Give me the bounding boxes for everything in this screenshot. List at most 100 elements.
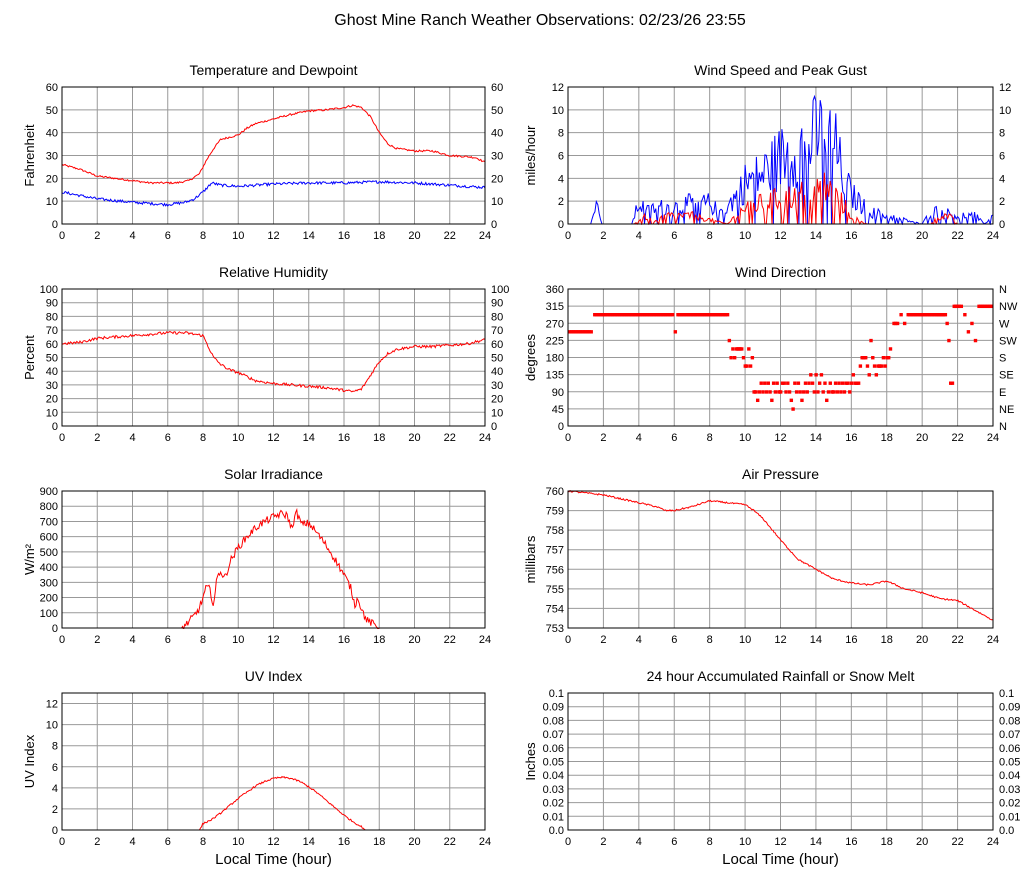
- y-axis-label: degrees: [523, 334, 538, 381]
- right-tick-label: 40: [491, 128, 503, 140]
- right-tick-label: 12: [999, 82, 1011, 94]
- direction-run: [854, 381, 857, 385]
- direction-run: [661, 312, 666, 317]
- y-tick-label: 40: [46, 366, 58, 378]
- direction-run: [723, 312, 728, 317]
- direction-run: [929, 312, 933, 317]
- direction-run: [629, 312, 634, 317]
- direction-point: [745, 364, 749, 368]
- direction-point: [725, 312, 730, 317]
- x-tick-label: 0: [565, 836, 571, 848]
- direction-run: [879, 364, 882, 368]
- y-tick-label: 2: [558, 196, 564, 208]
- chart-title: Wind Direction: [735, 264, 826, 280]
- direction-run: [580, 330, 584, 334]
- chart-title: Relative Humidity: [219, 264, 328, 280]
- direction-run: [943, 312, 946, 317]
- chart-rh: 0 2 4 6 8 10 12 14 16 18 20 22 240102030405060708090…: [22, 264, 509, 444]
- y-tick-label: 30: [46, 380, 58, 392]
- y-tick-label: 135: [546, 370, 564, 382]
- x-tick-label: 4: [636, 432, 642, 444]
- y-tick-label: 10: [552, 105, 564, 117]
- x-tick-label: 12: [774, 836, 786, 848]
- direction-run: [598, 312, 602, 317]
- direction-point: [858, 364, 863, 368]
- right-tick-label: 0.1: [999, 688, 1014, 700]
- y-tick-label: 20: [46, 173, 58, 185]
- x-tick-label: 2: [600, 230, 606, 242]
- direction-point: [821, 390, 825, 394]
- direction-point: [759, 381, 763, 385]
- x-axis-label: Local Time (hour): [215, 851, 332, 868]
- y-tick-label: 40: [46, 128, 58, 140]
- direction-run: [651, 312, 655, 317]
- x-tick-label: 14: [810, 634, 822, 646]
- plot-frame: [61, 692, 486, 831]
- y-tick-label: 900: [40, 486, 58, 498]
- direction-point: [837, 381, 841, 385]
- x-tick-label: 18: [881, 634, 893, 646]
- direction-point: [869, 338, 873, 343]
- direction-point: [727, 338, 732, 343]
- direction-run: [647, 312, 652, 317]
- x-tick-label: 4: [129, 836, 135, 848]
- y-tick-label: 758: [546, 525, 564, 537]
- direction-point: [782, 381, 786, 385]
- y-tick-label: 10: [46, 196, 58, 208]
- y-tick-label: 0.09: [543, 702, 564, 714]
- direction-run: [982, 304, 986, 309]
- right-tick-label: 20: [491, 173, 503, 185]
- plot-area: [62, 330, 485, 393]
- right-tick-label: 0.0: [999, 825, 1014, 837]
- direction-run: [861, 356, 864, 360]
- x-tick-label: 4: [129, 634, 135, 646]
- x-tick-label: 8: [707, 836, 713, 848]
- direction-point: [864, 356, 868, 360]
- y-tick-label: 2: [52, 804, 58, 816]
- right-tick-label: 10: [491, 196, 503, 208]
- direction-point: [833, 381, 838, 385]
- x-tick-label: 8: [707, 230, 713, 242]
- right-tick-label: 0.04: [999, 770, 1020, 782]
- direction-point: [670, 312, 675, 317]
- direction-run: [709, 312, 714, 317]
- direction-run: [922, 312, 926, 317]
- x-tick-label: 20: [916, 634, 928, 646]
- y-tick-label: 100: [40, 284, 58, 296]
- direction-point: [945, 321, 949, 326]
- direction-run: [950, 381, 953, 385]
- direction-run: [608, 312, 613, 317]
- right-tick-label: 20: [491, 394, 503, 406]
- x-tick-label: 12: [774, 230, 786, 242]
- chart-temp: 0 2 4 6 8 10 12 14 16 18 20 22 240102030405060010203…: [22, 62, 503, 242]
- x-tick-label: 14: [303, 432, 315, 444]
- y-tick-label: 50: [46, 105, 58, 117]
- x-tick-label: 12: [267, 836, 279, 848]
- right-tick-label: 10: [999, 105, 1011, 117]
- direction-point: [816, 390, 820, 394]
- direction-point: [755, 398, 760, 403]
- y-tick-label: 0.06: [543, 743, 564, 755]
- direction-point: [786, 381, 790, 385]
- y-tick-label: 756: [546, 564, 564, 576]
- right-tick-label: 50: [491, 105, 503, 117]
- direction-point: [794, 390, 799, 394]
- direction-point: [826, 390, 831, 394]
- direction-run: [936, 312, 939, 317]
- direction-point: [867, 373, 871, 377]
- y-tick-label: 30: [46, 151, 58, 163]
- direction-run: [941, 312, 944, 317]
- direction-point: [791, 407, 795, 411]
- direction-point: [763, 381, 767, 385]
- direction-point: [802, 390, 806, 394]
- direction-point: [800, 398, 804, 403]
- x-tick-label: 16: [845, 634, 857, 646]
- x-tick-label: 12: [774, 634, 786, 646]
- direction-run: [985, 304, 990, 309]
- x-tick-label: 10: [739, 230, 751, 242]
- x-tick-label: 10: [232, 836, 244, 848]
- x-tick-label: 2: [600, 634, 606, 646]
- direction-point: [871, 356, 875, 360]
- right-tick-label: 90: [491, 298, 503, 310]
- direction-run: [978, 304, 983, 309]
